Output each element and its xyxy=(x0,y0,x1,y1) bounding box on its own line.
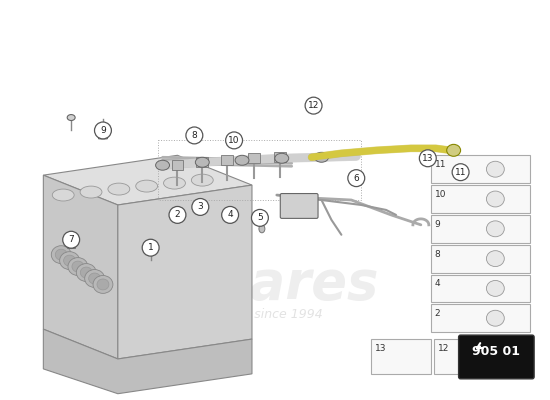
Ellipse shape xyxy=(72,261,84,272)
Polygon shape xyxy=(43,175,118,359)
Circle shape xyxy=(222,206,239,223)
Bar xyxy=(221,155,233,165)
Text: 6: 6 xyxy=(354,174,359,183)
Text: 11: 11 xyxy=(455,168,466,177)
Bar xyxy=(431,274,530,302)
Ellipse shape xyxy=(156,160,169,170)
Bar xyxy=(172,160,183,170)
Ellipse shape xyxy=(275,153,289,163)
Circle shape xyxy=(186,127,203,144)
Bar xyxy=(431,304,530,332)
Circle shape xyxy=(419,150,436,167)
Bar xyxy=(274,152,286,162)
Text: 4: 4 xyxy=(434,280,441,288)
Bar xyxy=(431,215,530,243)
FancyBboxPatch shape xyxy=(280,194,318,218)
Bar xyxy=(371,339,431,374)
Ellipse shape xyxy=(76,264,96,282)
Ellipse shape xyxy=(315,152,328,162)
Text: a part supplier for parts since 1994: a part supplier for parts since 1994 xyxy=(102,308,323,321)
Text: 7: 7 xyxy=(68,235,74,244)
Ellipse shape xyxy=(195,157,209,167)
Ellipse shape xyxy=(59,252,80,270)
Circle shape xyxy=(348,170,365,186)
Bar xyxy=(431,155,530,183)
Circle shape xyxy=(169,206,186,223)
Ellipse shape xyxy=(191,174,213,186)
Circle shape xyxy=(251,210,268,226)
Ellipse shape xyxy=(486,221,504,237)
Polygon shape xyxy=(43,329,252,394)
Ellipse shape xyxy=(67,114,75,120)
Circle shape xyxy=(452,164,469,181)
Bar xyxy=(67,238,75,248)
Text: 8: 8 xyxy=(191,131,197,140)
Bar xyxy=(248,153,260,163)
Bar xyxy=(434,339,493,374)
Ellipse shape xyxy=(55,249,67,260)
Text: 12: 12 xyxy=(438,344,449,353)
Ellipse shape xyxy=(447,144,460,156)
Text: 10: 10 xyxy=(434,190,446,199)
Text: eurospares: eurospares xyxy=(46,258,379,310)
Ellipse shape xyxy=(486,251,504,266)
Ellipse shape xyxy=(80,186,102,198)
Circle shape xyxy=(226,132,243,149)
Ellipse shape xyxy=(68,258,88,276)
Ellipse shape xyxy=(85,270,104,288)
Text: 905 01: 905 01 xyxy=(472,344,520,358)
Bar xyxy=(196,157,208,167)
Text: 4: 4 xyxy=(227,210,233,220)
Ellipse shape xyxy=(51,246,71,264)
FancyBboxPatch shape xyxy=(459,335,534,379)
Circle shape xyxy=(305,97,322,114)
Bar xyxy=(431,185,530,213)
FancyBboxPatch shape xyxy=(98,130,107,139)
Text: 1: 1 xyxy=(148,243,153,252)
Text: 3: 3 xyxy=(197,202,203,212)
Circle shape xyxy=(192,198,209,215)
Text: 5: 5 xyxy=(257,213,263,222)
Text: 8: 8 xyxy=(434,250,441,259)
Circle shape xyxy=(142,239,159,256)
Polygon shape xyxy=(43,155,252,205)
Text: 12: 12 xyxy=(308,101,319,110)
Ellipse shape xyxy=(259,225,265,233)
Text: 9: 9 xyxy=(100,126,106,135)
Circle shape xyxy=(63,231,80,248)
Circle shape xyxy=(95,122,112,139)
Ellipse shape xyxy=(52,189,74,201)
Text: 10: 10 xyxy=(228,136,240,145)
Ellipse shape xyxy=(108,183,130,195)
Ellipse shape xyxy=(486,161,504,177)
Ellipse shape xyxy=(97,279,109,290)
Polygon shape xyxy=(118,185,252,359)
Ellipse shape xyxy=(64,255,75,266)
Text: 13: 13 xyxy=(375,344,387,353)
Ellipse shape xyxy=(235,155,249,165)
Ellipse shape xyxy=(486,191,504,207)
Ellipse shape xyxy=(136,180,158,192)
Text: 2: 2 xyxy=(434,309,441,318)
Ellipse shape xyxy=(486,280,504,296)
Ellipse shape xyxy=(89,273,101,284)
Ellipse shape xyxy=(93,276,113,293)
Bar xyxy=(431,245,530,272)
Text: 11: 11 xyxy=(434,160,446,169)
Ellipse shape xyxy=(146,240,156,248)
Ellipse shape xyxy=(80,267,92,278)
Ellipse shape xyxy=(163,177,185,189)
Ellipse shape xyxy=(486,310,504,326)
Text: 9: 9 xyxy=(434,220,441,229)
Text: 13: 13 xyxy=(422,154,433,163)
Text: 2: 2 xyxy=(175,210,180,220)
